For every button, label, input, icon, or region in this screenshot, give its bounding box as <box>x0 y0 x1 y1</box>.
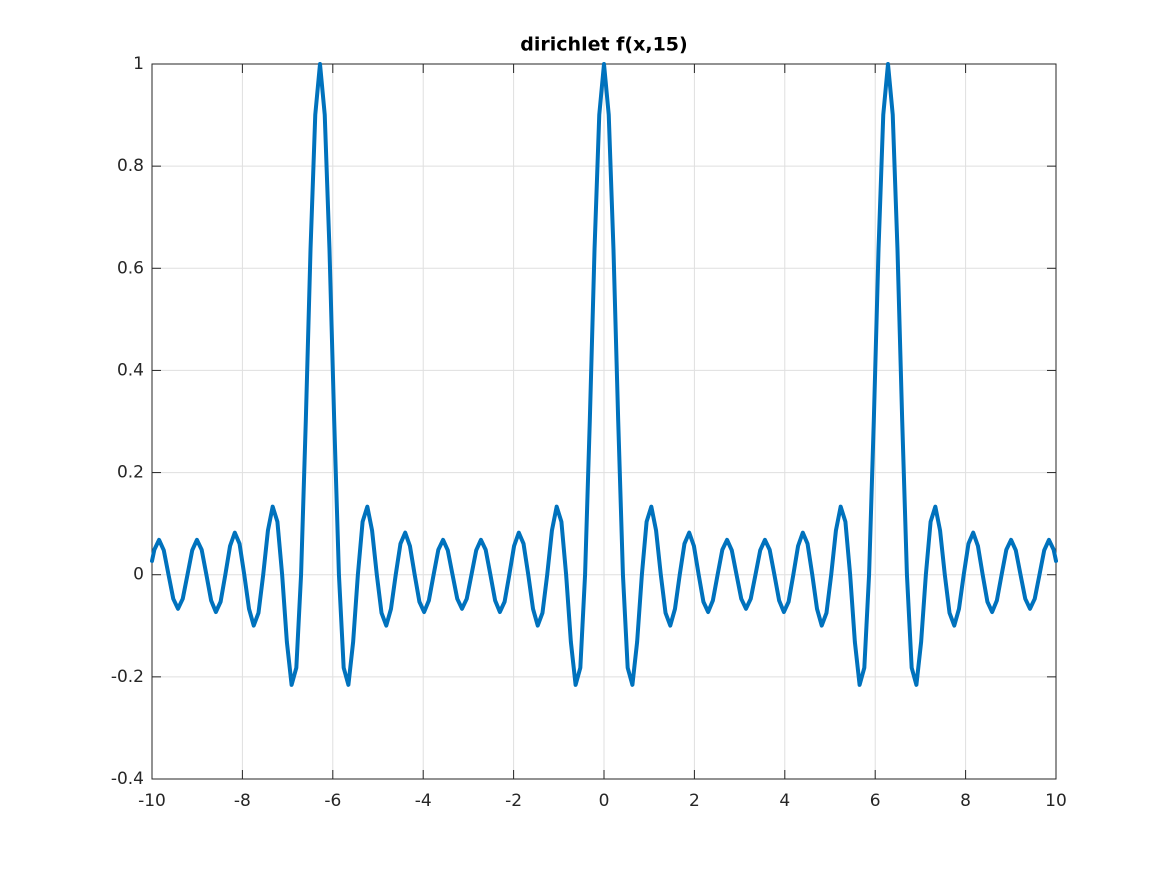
x-tick-label: -10 <box>138 791 166 811</box>
y-tick-label: 0 <box>133 565 144 585</box>
x-tick-label: -2 <box>505 791 522 811</box>
x-tick-label: -6 <box>324 791 341 811</box>
x-tick-label: -8 <box>234 791 251 811</box>
y-tick-label: 0.2 <box>117 463 144 483</box>
x-tick-label: 6 <box>870 791 881 811</box>
y-tick-label: -0.2 <box>111 667 144 687</box>
x-tick-label: 10 <box>1045 791 1067 811</box>
y-tick-label: 0.4 <box>117 360 144 380</box>
x-tick-label: 2 <box>689 791 700 811</box>
x-tick-label: 4 <box>779 791 790 811</box>
data-line <box>150 62 1058 687</box>
x-tick-label: 8 <box>960 791 971 811</box>
chart-title: dirichlet f(x,15) <box>520 34 687 56</box>
x-tick-label: -4 <box>415 791 432 811</box>
y-tick-label: 0.6 <box>117 258 144 278</box>
y-tick-label: 0.8 <box>117 156 144 176</box>
x-tick-label: 0 <box>599 791 610 811</box>
y-tick-label: 1 <box>133 54 144 74</box>
y-tick-label: -0.4 <box>111 769 144 789</box>
